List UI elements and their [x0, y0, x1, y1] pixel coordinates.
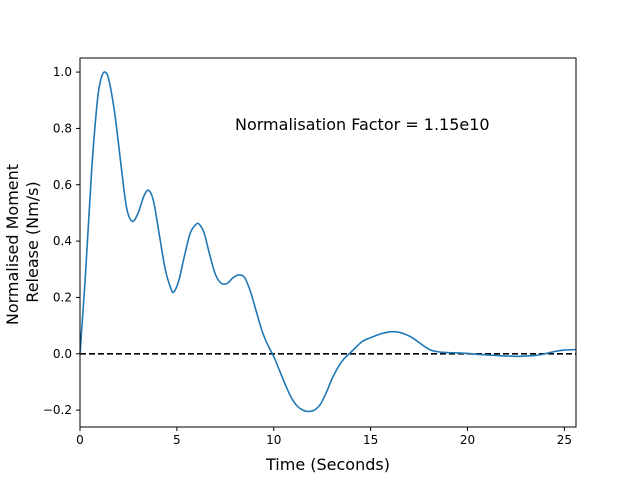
y-axis-label: Normalised Moment Release (Nm/s): [3, 159, 42, 325]
y-tick-label-5: 0.8: [53, 121, 72, 135]
x-tick-label-0: 0: [76, 433, 84, 447]
y-axis-ticks: −0.2 0.0 0.2 0.4 0.6 0.8 1.0: [43, 65, 80, 417]
x-tick-label-5: 25: [557, 433, 572, 447]
y-tick-label-0: −0.2: [43, 403, 72, 417]
y-tick-label-3: 0.4: [53, 234, 72, 248]
x-axis-label: Time (Seconds): [265, 455, 390, 474]
y-axis-label-line-2: Release (Nm/s): [23, 181, 42, 302]
series-layer: [79, 71, 577, 413]
plot-frame: [79, 57, 577, 428]
series-line-0: [79, 71, 577, 413]
plot-background: [80, 58, 576, 427]
x-tick-label-2: 10: [266, 433, 281, 447]
y-tick-label-1: 0.0: [53, 347, 72, 361]
y-axis-label-line-1: Normalised Moment: [3, 164, 22, 325]
y-tick-label-2: 0.2: [53, 290, 72, 304]
y-tick-label-4: 0.6: [53, 178, 72, 192]
x-tick-label-3: 15: [363, 433, 378, 447]
x-tick-label-4: 20: [460, 433, 475, 447]
normalisation-annotation: Normalisation Factor = 1.15e10: [235, 115, 490, 134]
x-axis-ticks: 0 5 10 15 20 25: [76, 427, 572, 447]
y-tick-label-6: 1.0: [53, 65, 72, 79]
x-tick-label-1: 5: [173, 433, 181, 447]
